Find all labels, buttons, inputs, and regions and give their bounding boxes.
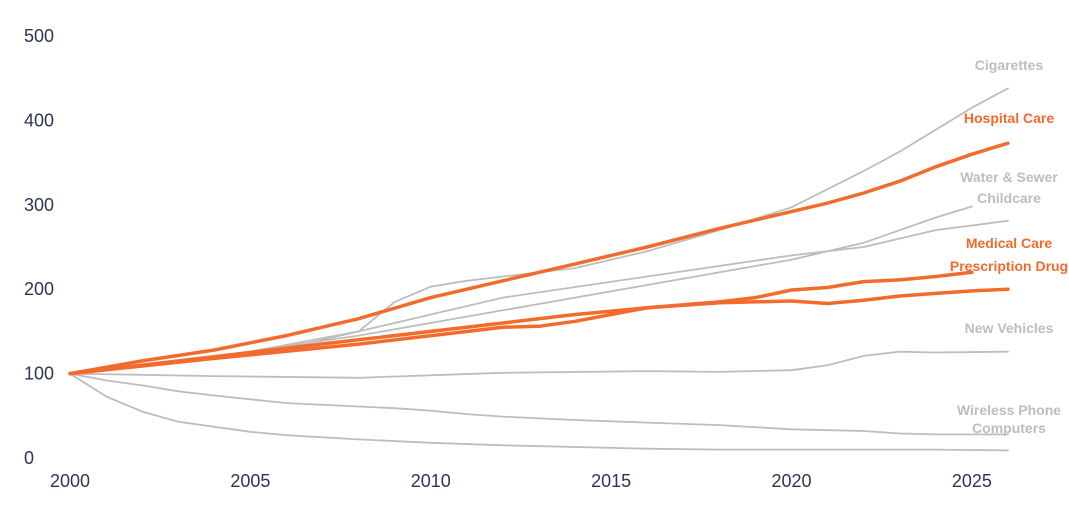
y-tick-label: 300 (24, 195, 54, 215)
y-tick-label: 0 (24, 448, 34, 468)
y-axis-ticks: 0 100 200 300 400 500 (24, 26, 54, 468)
series-label-childcare: Childcare (977, 190, 1041, 206)
highlighted-series-lines (68, 141, 1010, 376)
series-label-new-vehicles: New Vehicles (965, 320, 1054, 336)
series-label-wireless-phone: Wireless Phone (957, 402, 1061, 418)
y-tick-label: 400 (24, 110, 54, 130)
x-tick-label: 2020 (772, 471, 812, 491)
series-line-cigarettes (69, 87, 1009, 375)
series-line-wireless-phone (69, 372, 1009, 436)
x-tick-label: 2025 (952, 471, 992, 491)
series-label-computers: Computers (972, 420, 1046, 436)
series-line-hospital-care (68, 141, 1010, 376)
series-line-new-vehicles (69, 350, 1009, 379)
series-label-hospital-care: Hospital Care (964, 110, 1054, 126)
y-tick-label: 500 (24, 26, 54, 46)
x-tick-label: 2010 (411, 471, 451, 491)
series-line-prescription-drug (68, 287, 1010, 376)
series-labels: Cigarettes Hospital Care Water & Sewer Chil… (950, 57, 1068, 436)
muted-series-lines (69, 87, 1009, 452)
series-label-water-sewer: Water & Sewer (960, 169, 1058, 185)
y-tick-label: 100 (24, 364, 54, 384)
series-label-prescription-drug: Prescription Drug (950, 258, 1068, 274)
y-tick-label: 200 (24, 279, 54, 299)
series-label-cigarettes: Cigarettes (975, 57, 1044, 73)
series-line-computers (69, 372, 1009, 452)
x-tick-label: 2015 (591, 471, 631, 491)
x-tick-label: 2005 (230, 471, 270, 491)
series-label-medical-care: Medical Care (966, 235, 1053, 251)
series-line-medical-care (68, 270, 974, 376)
series-line-water-sewer (69, 205, 973, 375)
x-axis-ticks: 2000 2005 2010 2015 2020 2025 (50, 471, 992, 491)
x-tick-label: 2000 (50, 471, 90, 491)
